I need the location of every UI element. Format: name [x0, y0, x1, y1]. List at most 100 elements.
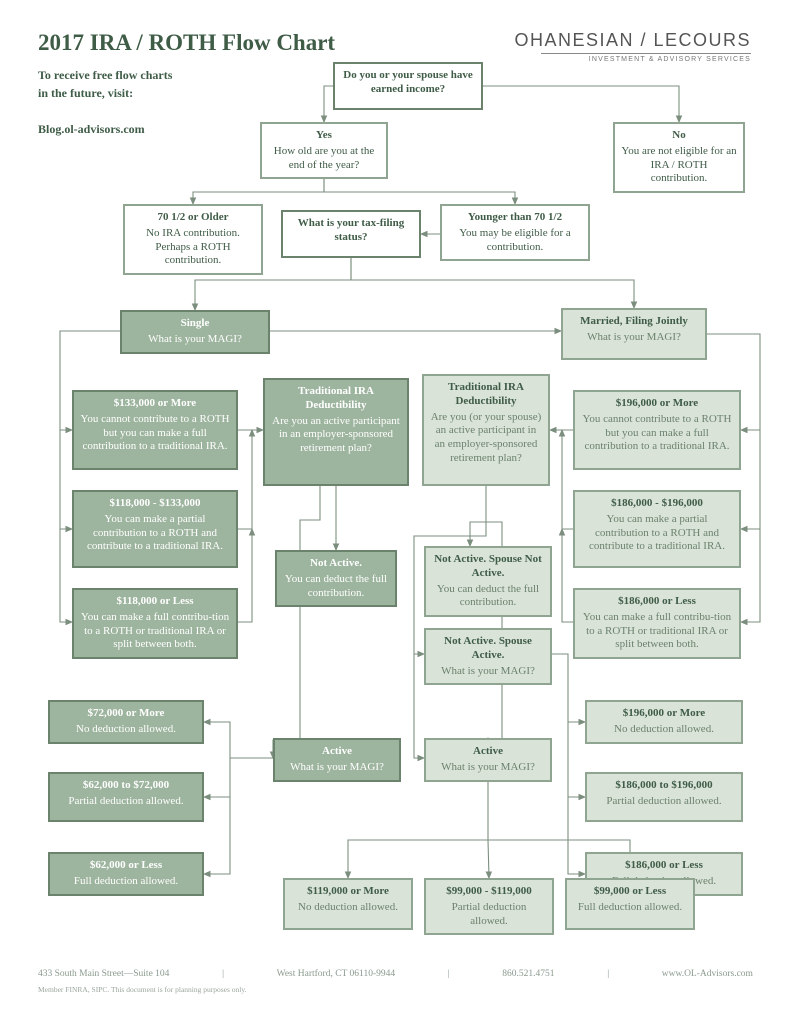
flow-edge [324, 176, 515, 204]
flow-node-title: Yes [268, 129, 380, 143]
flow-node-body: Full deduction allowed. [74, 875, 178, 887]
flow-node-title: $99,000 or Less [573, 885, 687, 899]
flow-node-body: You are not eligible for an IRA / ROTH c… [621, 145, 736, 185]
flow-edge [193, 176, 324, 204]
footer-disclaimer: Member FINRA, SIPC. This document is for… [38, 985, 753, 994]
flow-node-title: $118,000 - $133,000 [80, 497, 230, 511]
flow-node-body: No IRA contribution. Perhaps a ROTH cont… [146, 227, 240, 267]
flow-node-title: 70 1/2 or Older [131, 211, 255, 225]
page-footer: 433 South Main Street—Suite 104 | West H… [38, 968, 753, 994]
flow-node-body: You can make a partial contribution to a… [87, 513, 223, 553]
flow-node-mBothNot: Not Active. Spouse Not Active.You can de… [424, 546, 552, 617]
flow-node-older: 70 1/2 or Older No IRA contribution. Perh… [123, 204, 263, 275]
flow-edge [568, 722, 585, 797]
flow-node-title: Do you or your spouse have earned income… [341, 69, 475, 97]
flow-node-body: You can deduct the full contribution. [285, 573, 387, 599]
brand-main: OHANESIAN / LECOURS [514, 30, 751, 51]
flow-node-body: Full deduction allowed. [578, 901, 682, 913]
brand-rule [541, 53, 751, 54]
flow-node-mSpAct: Not Active. Spouse Active.What is your M… [424, 628, 552, 685]
flow-node-title: Active [281, 745, 393, 759]
flow-node-s133p: $133,000 or MoreYou cannot contribute to… [72, 390, 238, 470]
flow-edge [60, 430, 72, 529]
flow-node-body: No deduction allowed. [76, 723, 176, 735]
flow-node-title: $118,000 or Less [80, 595, 230, 609]
flow-edge [741, 430, 760, 529]
brand-sub: INVESTMENT & ADVISORY SERVICES [514, 56, 751, 63]
flow-edge [414, 654, 424, 758]
flow-node-body: You may be eligible for a contribution. [459, 227, 571, 253]
flow-node-title: Active [432, 745, 544, 759]
flow-node-s118_133: $118,000 - $133,000 You can make a partia… [72, 490, 238, 568]
flow-node-a99l: $99,000 or Less Full deduction allowed. [565, 878, 695, 930]
flow-node-body: What is your MAGI? [441, 665, 535, 677]
flow-node-body: Are you (or your spouse) an active parti… [431, 411, 542, 464]
flow-edge [238, 529, 252, 622]
flow-node-body: Partial deduction allowed. [452, 901, 527, 927]
flow-edge [568, 797, 585, 874]
flow-edge [741, 529, 760, 622]
flow-node-sActive: Active What is your MAGI? [273, 738, 401, 782]
flow-edge [552, 654, 585, 722]
flow-node-title: $186,000 or Less [581, 595, 733, 609]
flow-node-body: You can make a partial contribution to a… [589, 513, 725, 553]
flow-node-mActive: Active What is your MAGI? [424, 738, 552, 782]
flow-node-body: No deduction allowed. [298, 901, 398, 913]
flow-edge [273, 486, 320, 758]
footer-addr: 433 South Main Street—Suite 104 [38, 969, 169, 979]
flow-edge [348, 780, 488, 878]
flow-node-body: You can make a full contribu-tion to a R… [583, 611, 731, 651]
flow-edge [351, 258, 634, 308]
flow-node-s72p: $72,000 or MoreNo deduction allowed. [48, 700, 204, 744]
flow-node-title: Married, Filing Jointly [569, 315, 699, 329]
footer-phone: 860.521.4751 [502, 969, 554, 979]
flow-node-title: What is your tax-filing status? [289, 217, 413, 245]
flow-node-body: What is your MAGI? [441, 761, 535, 773]
flow-node-body: You can deduct the full contribution. [437, 583, 539, 609]
flow-node-title: No [621, 129, 737, 143]
flow-node-title: $186,000 or Less [593, 859, 735, 873]
flow-node-no: No You are not eligible for an IRA / ROTH… [613, 122, 745, 193]
flow-node-title: Traditional IRA Deductibility [430, 381, 542, 409]
promo-line2: in the future, visit: [38, 86, 133, 100]
flow-node-m186_196b: $186,000 to $196,000Partial deduction al… [585, 772, 743, 822]
flow-node-title: $186,000 - $196,000 [581, 497, 733, 511]
flow-node-body: How old are you at the end of the year? [274, 145, 375, 171]
footer-city: West Hartford, CT 06110-9944 [277, 969, 396, 979]
flow-node-body: What is your MAGI? [587, 331, 681, 343]
flow-edge [470, 486, 486, 546]
flow-node-q1: Do you or your spouse have earned income… [333, 62, 483, 110]
flow-node-m196p2: $196,000 or MoreNo deduction allowed. [585, 700, 743, 744]
flow-node-m186_196: $186,000 - $196,000 You can make a partia… [573, 490, 741, 568]
flow-node-body: You cannot contribute to a ROTH but you … [81, 413, 230, 453]
flow-node-body: No deduction allowed. [614, 723, 714, 735]
flow-node-sDed: Traditional IRA DeductibilityAre you an … [263, 378, 409, 486]
flow-node-title: Traditional IRA Deductibility [271, 385, 401, 413]
flow-node-a119p: $119,000 or More No deduction allowed. [283, 878, 413, 930]
flow-edge [204, 797, 230, 874]
flow-node-body: You cannot contribute to a ROTH but you … [583, 413, 732, 453]
flow-edge [204, 758, 230, 797]
flow-node-title: $62,000 to $72,000 [56, 779, 196, 793]
flow-edge [204, 722, 273, 758]
flow-node-younger: Younger than 70 1/2You may be eligible f… [440, 204, 590, 261]
flow-node-married: Married, Filing Jointly What is your MAGI… [561, 308, 707, 360]
flow-edge [562, 430, 573, 529]
flow-node-m196p: $196,000 or MoreYou cannot contribute to… [573, 390, 741, 470]
flow-node-body: What is your MAGI? [290, 761, 384, 773]
flow-node-a99_119: $99,000 - $119,000 Partial deduction allo… [424, 878, 554, 935]
flow-node-sNotAct: Not Active.You can deduct the full contr… [275, 550, 397, 607]
flow-node-title: $99,000 - $119,000 [432, 885, 546, 899]
flow-node-body: What is your MAGI? [148, 333, 242, 345]
brand-block: OHANESIAN / LECOURS INVESTMENT & ADVISOR… [514, 30, 751, 63]
flow-edge [488, 840, 489, 878]
flow-node-s62_72: $62,000 to $72,000Partial deduction allo… [48, 772, 204, 822]
flow-node-single: Single What is your MAGI? [120, 310, 270, 354]
flow-node-taxq: What is your tax-filing status? [281, 210, 421, 258]
flow-node-title: Single [128, 317, 262, 331]
flow-node-s62l: $62,000 or LessFull deduction allowed. [48, 852, 204, 896]
flow-node-body: You can make a full contribu-tion to a R… [81, 611, 229, 651]
flow-node-title: $119,000 or More [291, 885, 405, 899]
flow-node-yes: Yes How old are you at the end of the yea… [260, 122, 388, 179]
flow-node-mDed: Traditional IRA DeductibilityAre you (or… [422, 374, 550, 486]
